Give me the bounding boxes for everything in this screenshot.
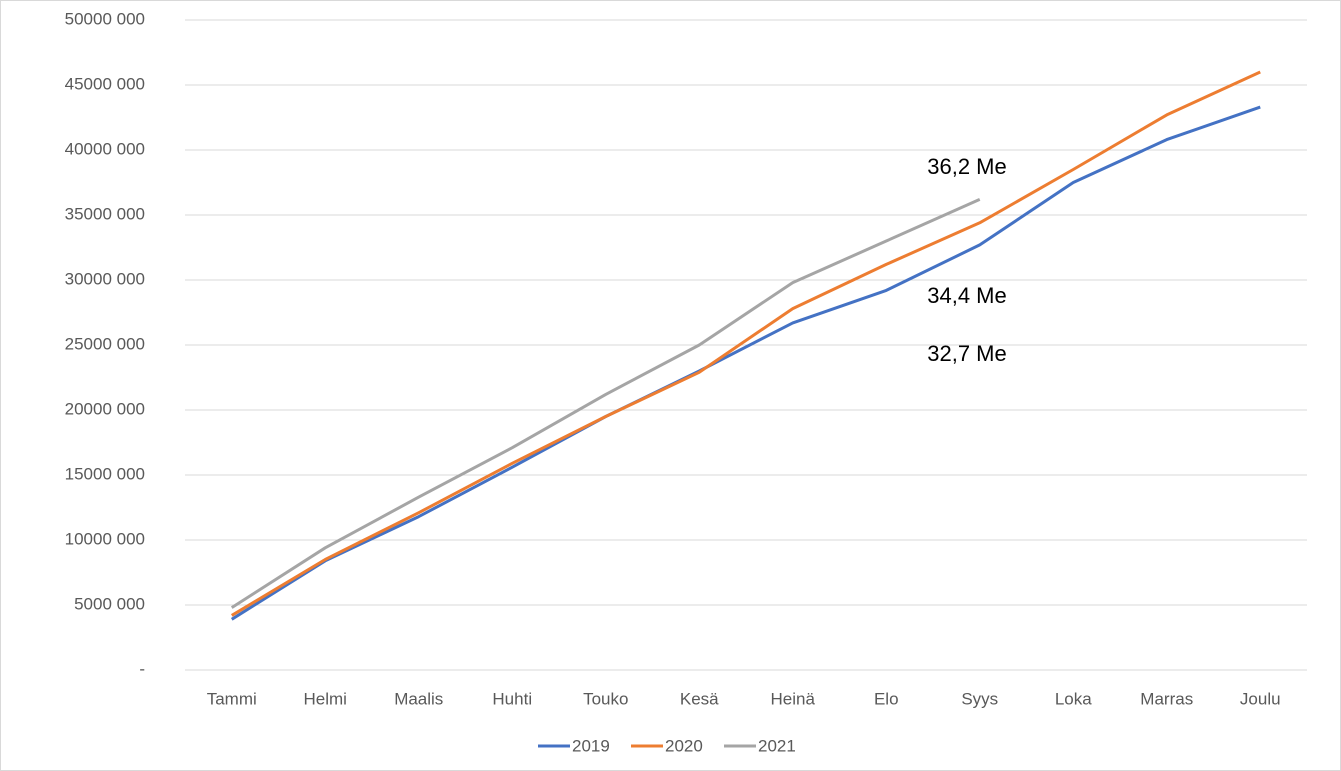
y-tick-label: 35000 000 xyxy=(65,204,145,223)
legend-label: 2020 xyxy=(665,736,703,755)
x-tick-label: Syys xyxy=(961,689,998,708)
annotation: 32,7 Me xyxy=(927,341,1007,366)
y-tick-label: 10000 000 xyxy=(65,529,145,548)
x-tick-label: Loka xyxy=(1055,689,1092,708)
series-line xyxy=(230,198,981,609)
x-tick-label: Helmi xyxy=(304,689,347,708)
legend-label: 2021 xyxy=(758,736,796,755)
y-tick-label: 40000 000 xyxy=(65,139,145,158)
y-tick-label: 25000 000 xyxy=(65,334,145,353)
y-tick-label: 45000 000 xyxy=(65,74,145,93)
x-tick-label: Huhti xyxy=(492,689,532,708)
y-tick-label: 30000 000 xyxy=(65,269,145,288)
x-tick-label: Heinä xyxy=(771,689,816,708)
annotation: 36,2 Me xyxy=(927,154,1007,179)
x-tick-label: Elo xyxy=(874,689,899,708)
y-tick-label: 15000 000 xyxy=(65,464,145,483)
y-tick-label: 20000 000 xyxy=(65,399,145,418)
annotation: 34,4 Me xyxy=(927,283,1007,308)
series-line xyxy=(230,70,1261,617)
x-tick-label: Maalis xyxy=(394,689,443,708)
x-tick-label: Joulu xyxy=(1240,689,1281,708)
series-line xyxy=(230,105,1261,621)
legend-label: 2019 xyxy=(572,736,610,755)
x-tick-label: Kesä xyxy=(680,689,719,708)
y-tick-label: 50000 000 xyxy=(65,9,145,28)
y-tick-label: - xyxy=(139,659,145,678)
x-tick-label: Tammi xyxy=(207,689,257,708)
x-tick-label: Marras xyxy=(1140,689,1193,708)
x-tick-label: Touko xyxy=(583,689,628,708)
y-tick-label: 5000 000 xyxy=(74,594,145,613)
